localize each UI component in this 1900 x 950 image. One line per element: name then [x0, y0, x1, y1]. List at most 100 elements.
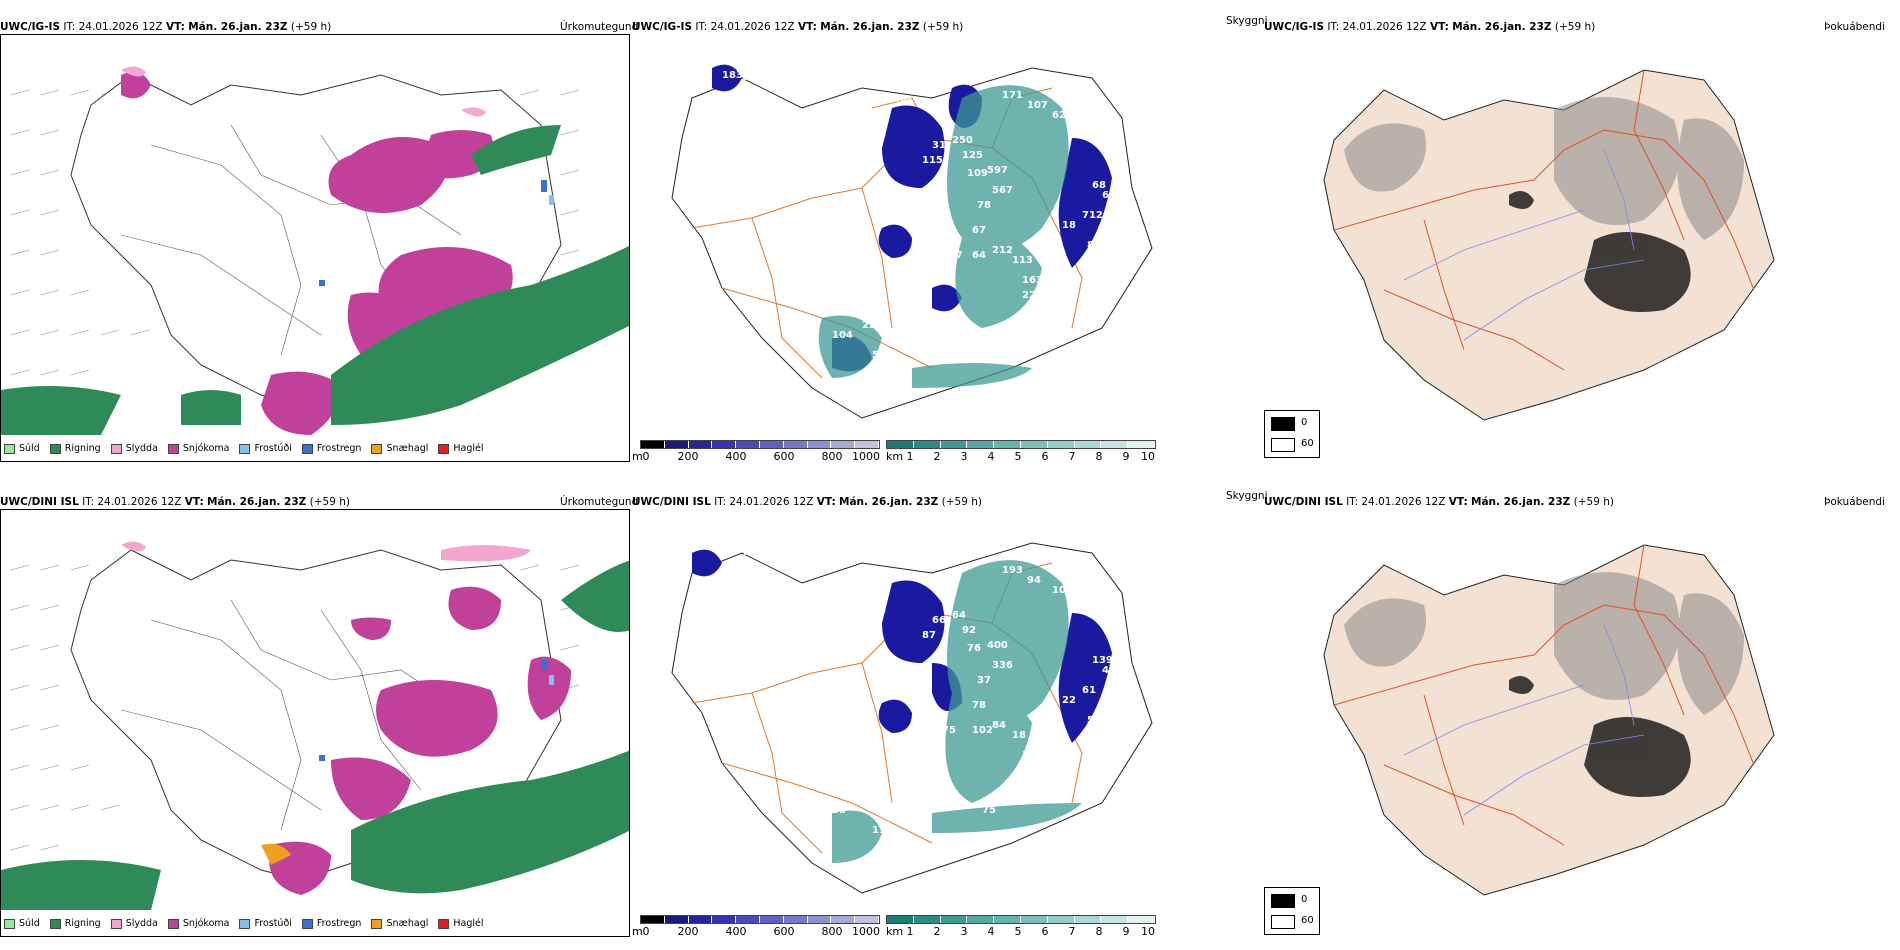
visibility-value-label: 84	[992, 720, 1006, 731]
precip-map-frame	[0, 34, 630, 462]
fog-label: 0	[1301, 417, 1308, 428]
fog-title: Þokuábendi	[1824, 21, 1885, 33]
visibility-value-label: 18	[1012, 730, 1026, 741]
legend-item: Frostregn	[301, 918, 361, 929]
visibility-value-label: 78	[972, 700, 986, 711]
visibility-value-label: 102	[972, 725, 993, 736]
visibility-value-label: 76	[967, 643, 981, 654]
visibility-value-label: 80	[872, 130, 886, 141]
legend-item: Snjókoma	[167, 443, 229, 454]
legend-item: Rigning	[49, 918, 101, 929]
legend-swatch	[167, 443, 179, 454]
panel-header: UWC/DINI ISL IT: 24.01.2026 12Z VT: Mán.…	[1264, 496, 1614, 508]
visibility-value-label: 171	[1002, 90, 1023, 101]
visibility-value-label: 94	[1027, 575, 1041, 586]
visibility-value-label: 67	[972, 225, 986, 236]
height-unit: m	[632, 450, 643, 463]
visibility-value-label: 69	[897, 570, 911, 581]
visibility-value-label: 336	[992, 660, 1013, 671]
visibility-title: Skyggni	[1226, 490, 1268, 502]
visibility-value-label: 400	[987, 640, 1008, 651]
visibility-value-label: 31	[932, 140, 946, 151]
height-tick: 1000	[852, 450, 880, 463]
visibility-value-label: 476	[1102, 665, 1123, 676]
legend-swatch	[110, 443, 122, 454]
panel-header: UWC/DINI ISL IT: 24.01.2026 12Z VT: Mán.…	[632, 496, 982, 508]
visibility-value-label: 78	[977, 200, 991, 211]
visibility-value-label: 92	[962, 625, 976, 636]
visibility-value-label: 125	[962, 150, 983, 161]
visibility-value-label: 297	[782, 705, 803, 716]
fog-swatch	[1271, 915, 1295, 929]
visibility-value-label: 56	[1107, 150, 1121, 161]
visibility-title: Skyggni	[1226, 15, 1268, 27]
visibility-panel: UWC/DINI ISL IT: 24.01.2026 12Z VT: Mán.…	[632, 475, 1268, 950]
visibility-value-label: 52	[872, 350, 886, 361]
visibility-value-label: 63	[782, 230, 796, 241]
legend-item: Haglél	[438, 443, 484, 454]
fog-map	[1323, 544, 1775, 896]
legend-swatch	[371, 918, 383, 929]
height-tick: 800	[821, 450, 843, 463]
precip-legend: Súld Rigning Slydda Snjókoma Frostúði Fr…	[4, 918, 484, 929]
visibility-value-label: 82	[862, 110, 876, 121]
height-tick: 0	[642, 925, 650, 938]
visibility-value-label: 68	[1092, 180, 1106, 191]
fog-swatch	[1271, 438, 1295, 452]
visibility-value-label: 109	[1052, 585, 1073, 596]
legend-item: Snæhagl	[371, 443, 428, 454]
km-tick: 6	[1041, 925, 1049, 938]
visibility-value-label: 64	[972, 250, 986, 261]
fog-swatch	[1271, 417, 1295, 431]
km-tick: 2	[933, 925, 941, 938]
height-colorbar: m 0 200 400 600 800 1000	[632, 913, 882, 943]
height-tick: 600	[773, 450, 795, 463]
precip-panel: UWC/DINI ISL IT: 24.01.2026 12Z VT: Mán.…	[0, 475, 638, 950]
fog-label: 60	[1301, 438, 1314, 449]
visibility-value-label: 183	[722, 70, 743, 81]
km-tick: 8	[1095, 450, 1103, 463]
visibility-value-label: 250	[952, 135, 973, 146]
precip-title: Úrkomutegund	[560, 496, 639, 508]
fog-legend: 0 60	[1264, 410, 1320, 458]
panel-header: UWC/IG-IS IT: 24.01.2026 12Z VT: Mán. 26…	[0, 21, 332, 33]
fog-swatch	[1271, 894, 1295, 908]
km-tick: 4	[987, 450, 995, 463]
visibility-value-label: 55	[832, 805, 846, 816]
legend-item: Frostregn	[301, 443, 361, 454]
legend-swatch	[371, 443, 383, 454]
km-tick: 10	[1141, 925, 1155, 938]
height-tick: 800	[821, 925, 843, 938]
visibility-value-label: 104	[832, 330, 853, 341]
visibility-value-label: 85	[1087, 240, 1101, 251]
visibility-value-label: 70	[847, 125, 861, 136]
height-colorbar-cells	[640, 915, 880, 924]
panel-header: UWC/DINI ISL IT: 24.01.2026 12Z VT: Mán.…	[0, 496, 350, 508]
fog-label: 0	[1301, 894, 1308, 905]
panel-header: UWC/IG-IS IT: 24.01.2026 12Z VT: Mán. 26…	[632, 21, 964, 33]
visibility-value-label: 104	[1022, 765, 1043, 776]
row-1: UWC/IG-IS IT: 24.01.2026 12Z VT: Mán. 26…	[0, 0, 1885, 475]
visibility-value-label: 84	[1052, 770, 1066, 781]
visibility-value-label: 193	[1002, 565, 1023, 576]
legend-item: Frostúði	[239, 443, 292, 454]
km-tick: 7	[1068, 450, 1076, 463]
visibility-panel: UWC/IG-IS IT: 24.01.2026 12Z VT: Mán. 26…	[632, 0, 1268, 475]
visibility-value-label: 163	[1022, 275, 1043, 286]
visibility-value-label: 22	[1062, 695, 1076, 706]
height-tick: 400	[725, 925, 747, 938]
legend-swatch	[4, 443, 15, 454]
km-tick: 9	[1122, 925, 1130, 938]
visibility-value-label: 113	[1012, 255, 1033, 266]
visibility-value-label: 61	[1082, 685, 1096, 696]
legend-swatch	[4, 918, 15, 929]
visibility-value-label: 62	[1052, 110, 1066, 121]
precip-legend: Súld Rigning Slydda Snjókoma Frostúði Fr…	[4, 443, 484, 454]
km-colorbar-cells	[886, 440, 1156, 449]
visibility-value-label: 75	[982, 805, 996, 816]
km-tick: 3	[960, 925, 968, 938]
legend-swatch	[110, 918, 122, 929]
height-tick: 0	[642, 450, 650, 463]
visibility-value-label: 75	[942, 725, 956, 736]
km-tick: 1	[906, 450, 914, 463]
